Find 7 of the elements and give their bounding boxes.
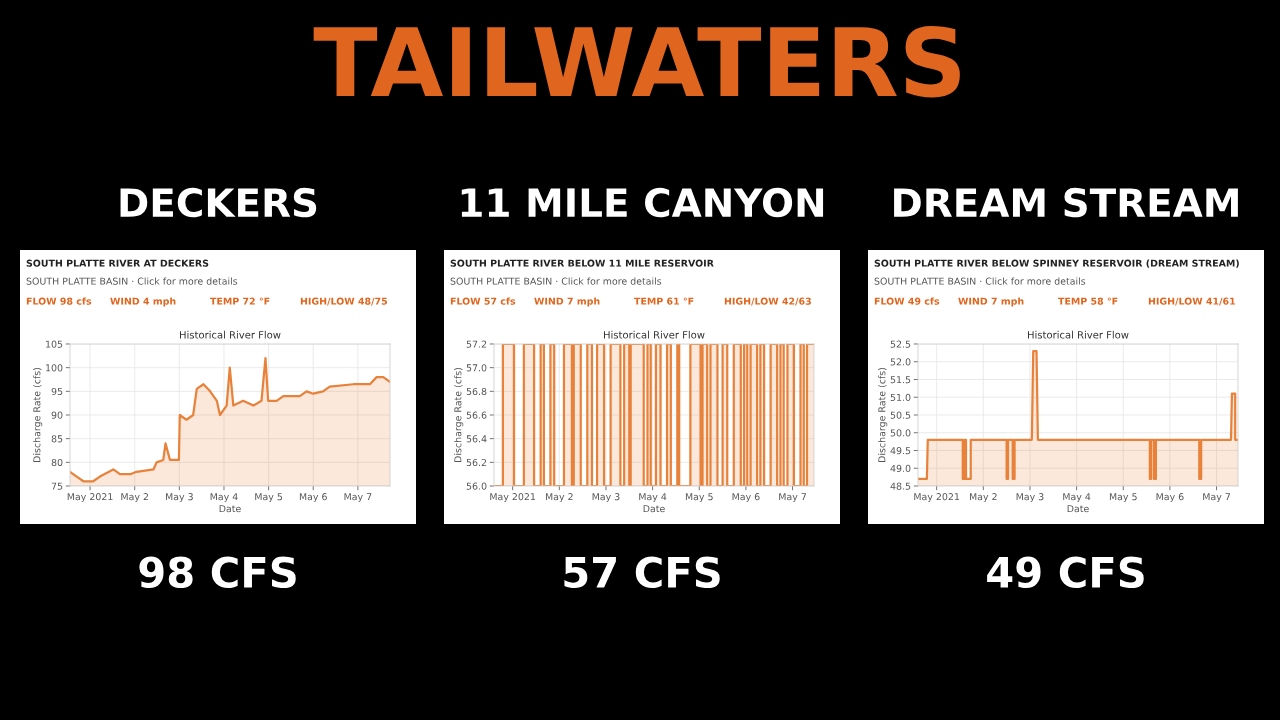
text: DECKERS — [120, 187, 317, 218]
text: 11 MILE CANYON — [461, 187, 824, 218]
text: TAILWATERS — [313, 25, 960, 98]
text: DREAM STREAM — [894, 187, 1238, 218]
text: 98 CFS — [139, 556, 296, 589]
text: 57 CFS — [564, 556, 720, 589]
text: 49 CFS — [987, 556, 1144, 589]
